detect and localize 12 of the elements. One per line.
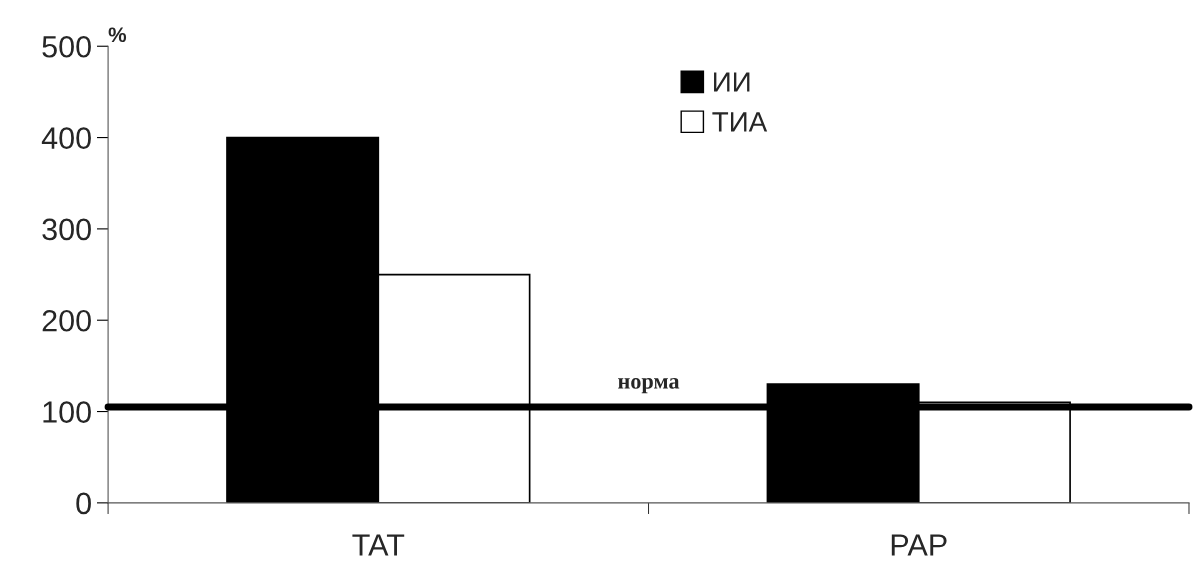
- y-tick-label: 500: [42, 35, 91, 58]
- y-tick-label: 300: [42, 218, 91, 241]
- legend-label: ИИ: [714, 72, 750, 92]
- y-tick-label: 200: [42, 309, 91, 332]
- x-tick-label: PAP: [891, 534, 947, 556]
- ref-line-label: норма: [618, 378, 680, 394]
- y-axis-title: %: [108, 27, 127, 43]
- y-tick-label: 100: [43, 401, 91, 423]
- y-tick-label: 400: [41, 127, 91, 149]
- x-tick-label: TAT: [352, 534, 405, 556]
- y-tick-label: 0: [76, 492, 91, 515]
- legend-label: ТИА: [712, 112, 768, 132]
